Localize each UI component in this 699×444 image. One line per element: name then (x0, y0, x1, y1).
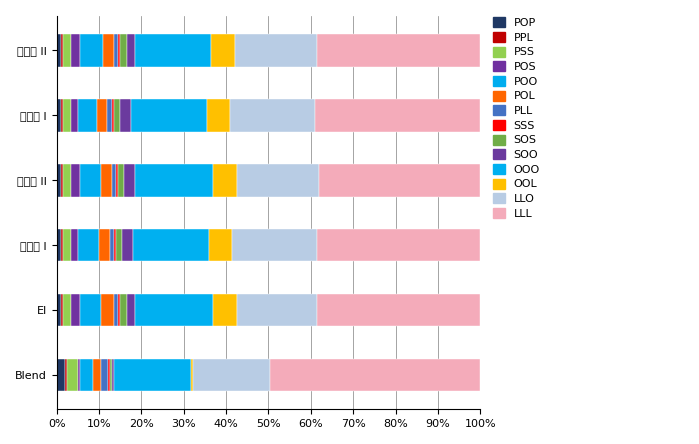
Bar (63, 99, 71, 131)
Bar (57, 99, 61, 131)
Bar (63, 294, 71, 326)
Bar (61, 294, 63, 326)
Bar (101, 359, 108, 392)
Bar (57, 164, 61, 197)
Bar (57, 34, 61, 67)
Bar (317, 34, 480, 67)
Bar (61, 99, 63, 131)
Bar (110, 359, 112, 392)
Bar (135, 294, 213, 326)
Bar (127, 34, 135, 67)
Bar (114, 359, 191, 392)
Bar (101, 294, 114, 326)
Bar (114, 229, 116, 262)
Bar (57, 359, 65, 392)
Bar (213, 164, 237, 197)
Bar (63, 229, 71, 262)
Bar (110, 229, 114, 262)
Bar (315, 99, 480, 131)
Bar (61, 34, 63, 67)
Bar (131, 99, 207, 131)
Bar (317, 294, 480, 326)
Bar (61, 229, 63, 262)
Bar (63, 164, 71, 197)
Bar (118, 164, 124, 197)
Bar (114, 294, 118, 326)
Bar (57, 294, 61, 326)
Bar (65, 359, 67, 392)
Bar (71, 294, 80, 326)
Bar (193, 359, 270, 392)
Bar (108, 359, 110, 392)
Bar (133, 229, 209, 262)
Bar (317, 229, 480, 262)
Bar (237, 294, 317, 326)
Bar (235, 34, 317, 67)
Bar (97, 99, 108, 131)
Bar (213, 294, 237, 326)
Bar (237, 164, 319, 197)
Bar (120, 99, 131, 131)
Bar (211, 34, 235, 67)
Bar (120, 34, 127, 67)
Bar (233, 229, 317, 262)
Bar (71, 164, 80, 197)
Bar (118, 294, 120, 326)
Bar (319, 164, 480, 197)
Bar (116, 229, 122, 262)
Bar (118, 34, 120, 67)
Bar (114, 99, 120, 131)
Bar (63, 34, 71, 67)
Bar (78, 359, 80, 392)
Bar (127, 294, 135, 326)
Bar (270, 359, 480, 392)
Bar (103, 34, 114, 67)
Bar (78, 229, 99, 262)
Bar (67, 359, 78, 392)
Bar (191, 359, 193, 392)
Bar (112, 99, 114, 131)
Bar (135, 34, 211, 67)
Bar (71, 99, 78, 131)
Bar (80, 294, 101, 326)
Bar (80, 34, 103, 67)
Bar (207, 99, 230, 131)
Bar (209, 229, 233, 262)
Bar (99, 229, 110, 262)
Bar (112, 359, 114, 392)
Bar (124, 164, 135, 197)
Bar (120, 294, 127, 326)
Bar (101, 164, 112, 197)
Bar (112, 164, 116, 197)
Bar (80, 359, 93, 392)
Bar (71, 34, 80, 67)
Bar (108, 99, 112, 131)
Bar (116, 164, 118, 197)
Bar (78, 99, 97, 131)
Bar (122, 229, 133, 262)
Bar (230, 99, 315, 131)
Bar (93, 359, 101, 392)
Bar (61, 164, 63, 197)
Bar (80, 164, 101, 197)
Bar (57, 229, 61, 262)
Bar (114, 34, 118, 67)
Bar (135, 164, 213, 197)
Bar (71, 229, 78, 262)
Legend: POP, PPL, PSS, POS, POO, POL, PLL, SSS, SOS, SOO, OOO, OOL, LLO, LLL: POP, PPL, PSS, POS, POO, POL, PLL, SSS, … (490, 14, 543, 222)
